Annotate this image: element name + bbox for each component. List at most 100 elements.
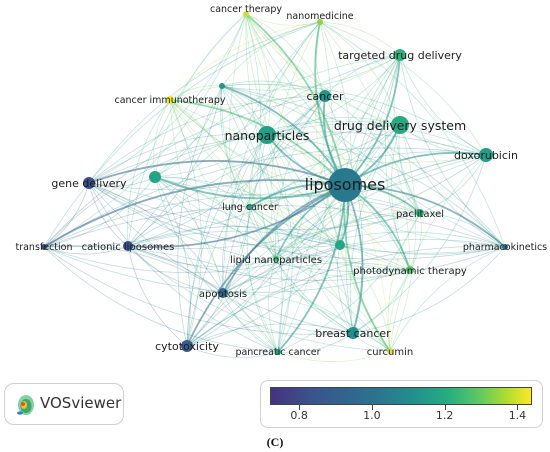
network-edge — [266, 134, 506, 248]
network-edge — [127, 54, 401, 247]
network-edge — [249, 54, 401, 208]
network-edge — [391, 124, 411, 271]
network-edge — [186, 54, 401, 347]
network-edge — [275, 95, 326, 260]
node-photodynamic-therapy[interactable] — [406, 266, 414, 274]
network-edge — [221, 83, 487, 156]
network-edge — [221, 134, 268, 294]
node-cancer-therapy[interactable] — [243, 11, 249, 17]
node-unlabeled-a[interactable] — [149, 171, 161, 183]
network-edge — [154, 176, 224, 294]
node-unlabeled-c[interactable] — [335, 240, 345, 250]
network-edge — [88, 182, 341, 248]
network-edge — [389, 124, 417, 352]
keyword-network: liposomes drug delivery system nanoparticl… — [15, 4, 547, 362]
node-cytotoxicity[interactable] — [181, 340, 193, 352]
network-edge — [245, 13, 411, 271]
network-edge — [127, 245, 506, 281]
network-edge — [186, 134, 268, 347]
node-label-doxorubicin: doxorubicin — [454, 149, 518, 162]
network-edge — [399, 54, 487, 156]
network-edge — [270, 21, 321, 260]
node-label-transfection: transfection — [15, 242, 72, 253]
node-drug-delivery-system[interactable] — [391, 116, 409, 134]
network-edge — [186, 246, 506, 347]
network-edge — [277, 54, 401, 353]
network-edge — [43, 245, 129, 255]
node-gene-delivery[interactable] — [83, 177, 95, 189]
node-label-nanoparticles: nanoparticles — [225, 128, 310, 143]
network-edge — [319, 21, 487, 156]
network-edge — [266, 134, 391, 352]
network-edge — [127, 226, 341, 247]
network-edge — [169, 99, 354, 334]
network-edge — [222, 13, 262, 294]
network-edge — [222, 124, 401, 294]
network-edge — [43, 193, 421, 248]
node-transfection[interactable] — [41, 244, 47, 250]
network-edge — [186, 95, 326, 347]
network-edge — [154, 176, 191, 347]
network-edge — [275, 258, 411, 278]
network-edge — [88, 176, 156, 187]
network-edge — [222, 239, 506, 294]
network-edge — [352, 246, 506, 334]
network-edge — [343, 184, 391, 352]
network-edge — [169, 99, 487, 163]
network-edge — [221, 85, 354, 334]
node-label-curcumin: curcumin — [367, 347, 413, 358]
node-label-lung-cancer: lung cancer — [222, 202, 278, 213]
network-edge — [169, 99, 341, 246]
node-doxorubicin[interactable] — [479, 148, 493, 162]
network-edge — [266, 134, 341, 246]
network-edge — [127, 245, 188, 347]
network-edge — [277, 332, 354, 353]
network-edge — [221, 21, 321, 87]
node-nanoparticles[interactable] — [258, 126, 276, 144]
scale-tick — [299, 405, 301, 410]
network-edge — [154, 176, 279, 353]
network-edge — [43, 205, 506, 248]
network-edge — [88, 21, 321, 184]
network-edge — [43, 13, 247, 248]
network-edge — [169, 99, 279, 353]
network-edge — [275, 231, 506, 260]
network-edge — [177, 85, 223, 347]
network-edge — [339, 212, 421, 246]
network-edge — [169, 99, 506, 248]
node-label-photodynamic-therapy: photodynamic therapy — [353, 266, 467, 277]
node-paclitaxel[interactable] — [416, 209, 424, 217]
node-pancreatic-cancer[interactable] — [275, 349, 281, 355]
network-edge — [186, 345, 279, 358]
node-label-liposomes: liposomes — [305, 175, 386, 194]
network-edge — [268, 258, 279, 353]
node-pharmacokinetics[interactable] — [502, 244, 508, 250]
node-liposomes[interactable] — [328, 168, 362, 202]
network-edge — [319, 21, 411, 271]
network-edge — [43, 244, 341, 274]
node-label-lipid-nanoparticles: lipid nanoparticles — [230, 255, 322, 266]
node-apoptosis[interactable] — [218, 288, 228, 298]
network-edge — [186, 184, 346, 347]
node-cationic-liposomes[interactable] — [123, 241, 133, 251]
node-nanomedicine[interactable] — [317, 19, 323, 25]
network-edge — [88, 182, 129, 247]
network-edge — [344, 184, 506, 248]
network-edge — [387, 212, 421, 352]
network-edge — [154, 176, 251, 208]
node-unlabeled-b[interactable] — [219, 83, 225, 89]
node-label-breast-cancer: breast cancer — [315, 327, 391, 340]
network-edge — [259, 134, 277, 260]
network-edge — [88, 160, 346, 186]
node-cancer[interactable] — [319, 90, 331, 102]
network-edge — [169, 99, 202, 347]
node-targeted-drug-delivery[interactable] — [394, 49, 406, 61]
node-lung-cancer[interactable] — [247, 204, 253, 210]
network-edge — [127, 245, 279, 353]
network-edge — [127, 95, 326, 247]
network-edge — [43, 147, 487, 248]
node-curcumin[interactable] — [387, 348, 393, 354]
node-lipid-nanoparticles[interactable] — [273, 256, 279, 262]
node-cancer-immunotherapy[interactable] — [166, 96, 174, 104]
node-breast-cancer[interactable] — [347, 327, 359, 339]
